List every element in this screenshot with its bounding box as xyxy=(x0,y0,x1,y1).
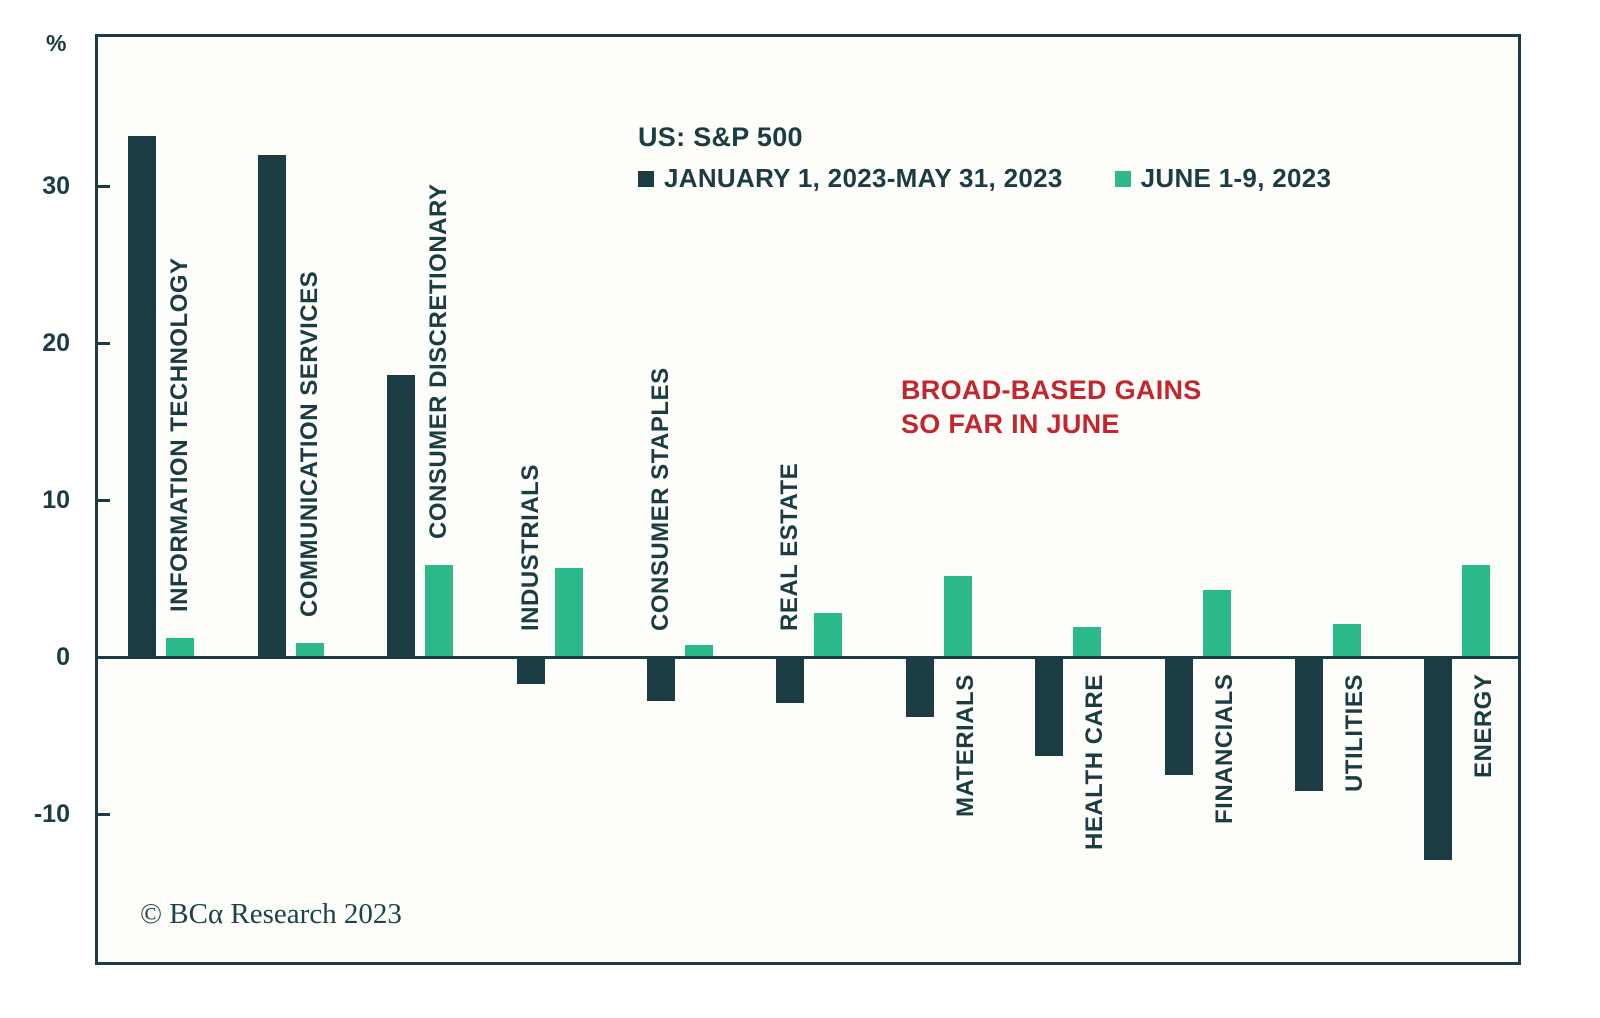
bar-june-10 xyxy=(1462,564,1491,658)
annotation-broad-based-gains: BROAD-BASED GAINS SO FAR IN JUNE xyxy=(901,373,1202,441)
sector-label: REAL ESTATE xyxy=(776,463,804,632)
bar-june-0 xyxy=(166,638,194,658)
bar-june-7 xyxy=(1073,627,1102,658)
bar-june-9 xyxy=(1332,624,1361,658)
y-tick-mark xyxy=(98,184,110,188)
bar-jan-may-1 xyxy=(257,154,286,658)
y-tick-label: 30 xyxy=(42,172,70,201)
bar-jan-may-10 xyxy=(1424,657,1453,860)
annotation-line-2: SO FAR IN JUNE xyxy=(901,409,1120,439)
sector-label: CONSUMER STAPLES xyxy=(646,367,674,632)
sector-label: INDUSTRIALS xyxy=(516,464,544,632)
bar-jan-may-2 xyxy=(387,374,416,658)
y-axis-unit-label: % xyxy=(46,30,67,56)
chart-title: US: S&P 500 xyxy=(638,122,803,152)
bar-jan-may-9 xyxy=(1294,657,1323,791)
sector-label: INFORMATION TECHNOLOGY xyxy=(166,257,193,613)
bar-jan-may-8 xyxy=(1165,657,1194,776)
sector-label: UTILITIES xyxy=(1340,674,1368,793)
sector-label: MATERIALS xyxy=(951,674,979,818)
legend-label-jan-may: JANUARY 1, 2023-MAY 31, 2023 xyxy=(664,163,1063,193)
bar-june-3 xyxy=(554,567,583,658)
plot-frame xyxy=(95,34,1521,965)
legend: JANUARY 1, 2023-MAY 31, 2023 JUNE 1-9, 2… xyxy=(638,163,1331,194)
y-tick-mark xyxy=(98,341,110,345)
title-legend-block: US: S&P 500 JANUARY 1, 2023-MAY 31, 2023… xyxy=(638,122,1331,194)
y-tick-label: -10 xyxy=(33,800,70,829)
y-tick-label: 0 xyxy=(56,643,70,672)
bar-june-1 xyxy=(295,643,324,658)
bar-jan-may-4 xyxy=(646,657,675,702)
legend-swatch-jan-may xyxy=(638,170,654,187)
bar-june-8 xyxy=(1203,589,1232,658)
sector-label: COMMUNICATION SERVICES xyxy=(295,271,323,618)
bar-jan-may-7 xyxy=(1035,657,1064,757)
copyright-text: © BCα Research 2023 xyxy=(140,898,402,930)
bar-june-6 xyxy=(943,575,972,658)
bar-jan-may-5 xyxy=(776,657,805,703)
sector-label: FINANCIALS xyxy=(1211,673,1239,825)
bar-jan-may-3 xyxy=(516,657,545,684)
sector-label: ENERGY xyxy=(1470,673,1498,779)
bar-june-2 xyxy=(425,564,454,658)
legend-label-june: JUNE 1-9, 2023 xyxy=(1140,163,1332,193)
y-tick-label: 20 xyxy=(42,329,70,358)
bar-june-4 xyxy=(684,644,713,658)
zero-baseline xyxy=(95,655,1521,659)
sector-label: HEALTH CARE xyxy=(1081,674,1109,851)
annotation-line-1: BROAD-BASED GAINS xyxy=(901,375,1202,405)
sector-label: CONSUMER DISCRETIONARY xyxy=(425,183,453,539)
bar-jan-may-0 xyxy=(128,136,156,658)
y-tick-mark xyxy=(98,812,110,816)
legend-swatch-june xyxy=(1114,170,1131,187)
bar-jan-may-6 xyxy=(905,657,934,717)
y-tick-label: 10 xyxy=(42,486,70,515)
bar-june-5 xyxy=(814,613,843,658)
y-tick-mark xyxy=(98,498,110,502)
